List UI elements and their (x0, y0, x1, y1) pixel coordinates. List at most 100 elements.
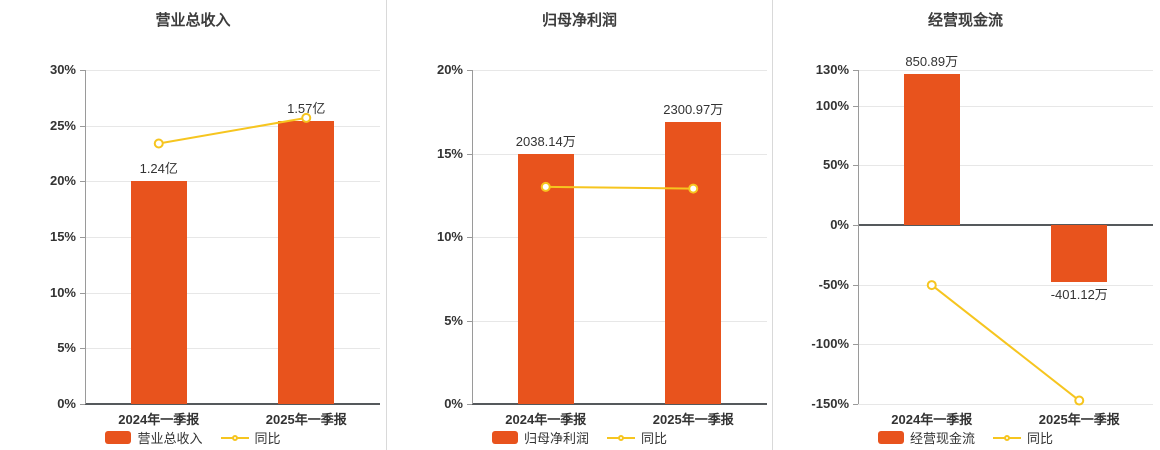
line-marker-icon (231, 434, 238, 441)
x-category-label: 2024年一季报 (118, 412, 200, 427)
y-axis-tick (853, 105, 858, 107)
x-category-label: 2025年一季报 (652, 412, 734, 427)
legend-label: 经营现金流 (909, 431, 975, 446)
y-axis-tick (80, 404, 85, 405)
y-tick-label: 20% (49, 173, 76, 189)
legend: 归母净利润 同比 (387, 428, 772, 447)
gridline (858, 404, 1153, 405)
bar-value-label: 1.24亿 (139, 161, 178, 177)
y-tick-label: 0% (57, 396, 76, 411)
zero-axis-line (85, 403, 380, 405)
y-tick-label: 30% (49, 62, 76, 77)
y-axis-tick (467, 153, 472, 155)
legend-item-line-series: 同比 (607, 428, 667, 447)
bar-swatch-icon (105, 431, 132, 444)
plot-area: 0% 5% 10% 15% 20% 25% 30% 1.24亿 2024年一季报 1.57亿 202… (0, 0, 386, 450)
y-tick-label: -50% (818, 276, 849, 292)
trend-line (540, 181, 699, 194)
line-marker-icon (1004, 434, 1010, 441)
y-axis-tick (853, 165, 858, 167)
y-axis-line (85, 70, 86, 404)
y-axis-tick (853, 284, 858, 286)
y-tick-label: 5% (57, 340, 76, 356)
y-tick-label: -150% (811, 396, 849, 411)
gridline (858, 105, 1153, 107)
line-marker (153, 138, 164, 149)
y-tick-label: 10% (436, 229, 463, 244)
gridline (858, 284, 1153, 286)
y-axis-tick (80, 125, 85, 127)
y-axis-tick (80, 292, 85, 294)
zero-axis-line (472, 403, 767, 405)
y-axis-line (858, 70, 859, 404)
line-marker-icon (618, 434, 624, 441)
chart-panel-cash-flow: 经营现金流 -150% -100% -50% 0% 50% 100% 130% 850.89万… (772, 0, 1158, 450)
x-category-label: 2024年一季报 (505, 412, 587, 427)
bar (903, 74, 960, 226)
line-swatch-icon (607, 434, 635, 441)
gridline (858, 70, 1153, 71)
y-axis-tick (853, 344, 858, 346)
y-axis-tick (853, 404, 858, 405)
gridline (858, 344, 1153, 346)
legend: 经营现金流 同比 (773, 428, 1158, 447)
x-category-label: 2025年一季报 (265, 412, 347, 427)
line-marker (301, 112, 312, 123)
bar (517, 153, 574, 404)
y-tick-label: 5% (444, 312, 463, 328)
y-axis-tick (467, 237, 472, 238)
legend: 营业总收入 同比 (0, 428, 386, 447)
y-axis-tick (853, 225, 858, 227)
gridline (85, 237, 380, 238)
plot-area: -150% -100% -50% 0% 50% 100% 130% 850.89万 2024年一… (773, 0, 1158, 450)
gridline (85, 70, 380, 71)
trend-line (153, 112, 312, 149)
y-axis-tick (467, 320, 472, 322)
y-tick-label: 100% (815, 97, 849, 113)
y-tick-label: 50% (822, 157, 849, 173)
bar-value-label: 1.57亿 (287, 101, 326, 117)
legend-label: 营业总收入 (137, 431, 203, 446)
trend-line (926, 280, 1085, 406)
y-axis-tick (80, 181, 85, 183)
x-category-label: 2025年一季报 (1038, 412, 1120, 427)
y-axis-tick (467, 404, 472, 405)
legend-label: 归母净利润 (523, 431, 589, 446)
line-swatch-icon (220, 434, 249, 441)
y-tick-label: 10% (49, 284, 76, 300)
zero-axis-line (858, 224, 1153, 227)
y-tick-label: 0% (830, 217, 849, 233)
bar (278, 121, 335, 404)
y-tick-label: 15% (49, 229, 76, 244)
chart-title: 经营现金流 (927, 12, 1003, 29)
legend-label: 同比 (641, 431, 668, 446)
legend-label: 同比 (1027, 431, 1054, 446)
bar-swatch-icon (877, 431, 904, 444)
gridline (858, 165, 1153, 167)
y-axis-tick (80, 348, 85, 350)
plot-area: 0% 5% 10% 15% 20% 2038.14万 2024年一季报 2300.97万 202… (387, 0, 772, 450)
gridline (472, 70, 767, 71)
y-tick-label: 130% (815, 62, 849, 77)
line-marker (926, 280, 937, 291)
chart-panel-revenue: 营业总收入 0% 5% 10% 15% 20% 25% 30% 1.24亿 2024年一季报 1.… (0, 0, 386, 450)
line-marker (1074, 395, 1085, 406)
legend-item-bar-series: 营业总收入 (105, 428, 203, 447)
gridline (472, 237, 767, 238)
y-axis-tick (80, 237, 85, 238)
line-marker (688, 183, 699, 194)
y-tick-label: 20% (436, 62, 463, 77)
legend-item-line-series: 同比 (993, 428, 1053, 447)
chart-title: 营业总收入 (155, 12, 231, 29)
gridline (85, 125, 380, 127)
gridline (472, 320, 767, 322)
bar-swatch-icon (491, 431, 518, 444)
gridline (85, 181, 380, 183)
chart-panel-net-profit: 归母净利润 0% 5% 10% 15% 20% 2038.14万 2024年一季报 2300.… (386, 0, 772, 450)
y-axis-line (472, 70, 473, 404)
y-axis-tick (80, 70, 85, 71)
x-category-label: 2024年一季报 (891, 412, 973, 427)
bar (665, 121, 722, 404)
chart-title: 归母净利润 (541, 12, 617, 29)
